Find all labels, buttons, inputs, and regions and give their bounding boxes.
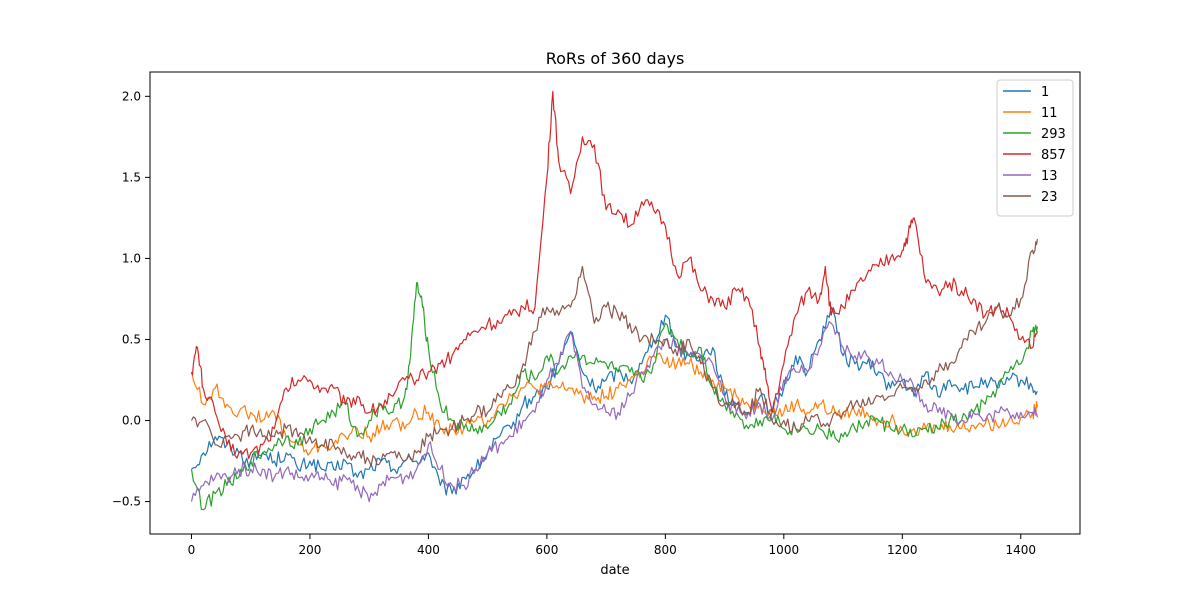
x-tick-label: 600 [535,543,558,557]
y-tick-label: 1.0 [122,251,141,265]
x-tick-label: 200 [298,543,321,557]
y-tick-label: 2.0 [122,89,141,103]
y-tick-label: 1.5 [122,170,141,184]
x-axis: 0 200 400 600 800 1000 1200 1400 [188,534,1036,557]
x-tick-label: 1200 [887,543,918,557]
series-line-857 [190,90,1038,460]
series-layer [190,90,1038,511]
series-line-23 [190,238,1038,467]
legend-label-293: 293 [1041,127,1066,142]
series-line-13 [190,321,1038,503]
y-axis: −0.5 0.0 0.5 1.0 1.5 2.0 [112,89,150,509]
x-tick-label: 800 [654,543,677,557]
legend-label-1: 1 [1041,85,1049,100]
legend-label-857: 857 [1041,148,1066,163]
x-tick-label: 0 [188,543,196,557]
x-tick-label: 1400 [1005,543,1036,557]
legend-label-23: 23 [1041,190,1058,205]
x-tick-label: 400 [417,543,440,557]
legend-label-11: 11 [1041,106,1058,121]
legend-box [996,79,1074,217]
y-tick-label: 0.0 [122,414,141,428]
x-tick-label: 1000 [769,543,800,557]
chart-title: RoRs of 360 days [546,49,685,68]
legend-label-13: 13 [1041,169,1058,184]
y-tick-label: 0.5 [122,332,141,346]
series-line-293 [190,282,1038,511]
plot-frame [149,71,1081,535]
x-axis-label: date [600,563,629,578]
y-tick-label: −0.5 [112,495,141,509]
